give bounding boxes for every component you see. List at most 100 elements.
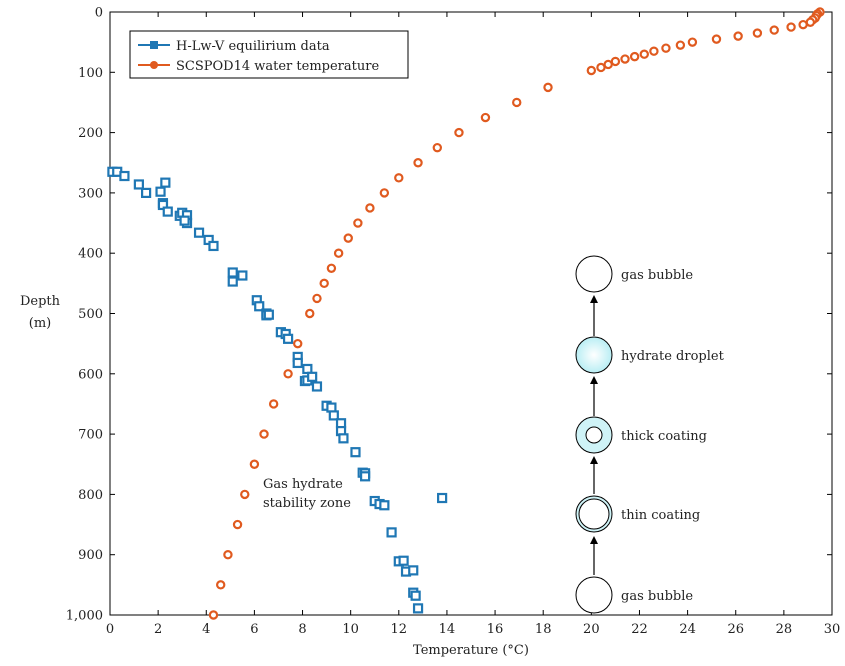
x-tick-label: 14 [439,622,456,637]
y-tick-label: 1,000 [66,609,103,624]
bubble-hydrate-droplet [575,336,613,374]
equilibrium-point [412,603,424,614]
equilibrium-point [155,186,166,197]
equilibrium-point [408,565,419,576]
water-temperature-point [312,293,322,304]
x-tick-label: 4 [202,622,210,637]
water-temperature-point [752,28,763,38]
arrow-head-1 [590,295,598,303]
water-temperature-point [733,31,743,41]
bubble-thick-coating-inner [585,426,603,444]
series-0 [107,166,448,614]
plot-frame [109,11,833,616]
equilibrium-point [263,309,274,320]
equilibrium-point [133,179,144,190]
equilibrium-point [437,492,448,504]
water-temperature-point [769,25,779,35]
equilibrium-point [398,555,409,566]
equilibrium-point [237,270,248,281]
equilibrium-point [141,187,152,198]
legend-marker-equilibrium [150,41,158,49]
equilibrium-point [254,301,265,312]
x-tick-label: 16 [487,622,504,637]
arrow-head-4 [590,536,598,544]
x-axis-ticks: 0 2 4 6 8 10 12 14 16 18 20 22 24 26 28 30 [106,12,840,637]
equilibrium-point [311,381,323,392]
equilibrium-point [292,357,303,369]
x-tick-label: 24 [679,622,696,637]
legend-label-equilibrium: H-Lw-V equilirium data [176,39,330,54]
water-temperature-point [620,54,630,64]
equilibrium-point [328,410,339,421]
arrow-head-3 [590,456,598,464]
y-tick-label: 200 [78,126,103,141]
x-tick-label: 26 [727,622,744,637]
water-temperature-point [216,580,226,590]
water-temperature-point [353,218,363,228]
label-gas-bubble-top: gas bubble [621,268,693,283]
equilibrium-point [227,267,238,278]
equilibrium-point [386,527,397,538]
y-tick-label: 300 [78,186,103,201]
water-temperature-point [711,34,722,44]
y-tick-label: 500 [78,307,103,322]
water-temperature-point [232,519,243,530]
equilibrium-point [227,276,238,287]
water-temperature-point [305,308,315,319]
equilibrium-point [338,433,349,444]
series-layer [107,7,825,620]
equilibrium-point [160,177,171,188]
y-tick-label: 400 [78,247,103,262]
water-temperature-point [675,40,686,50]
water-temperature-point [394,173,404,183]
water-temperature-point [480,112,491,123]
equilibrium-point [350,447,361,458]
equilibrium-point [282,333,294,344]
water-temperature-point [365,203,375,213]
equilibrium-point [162,206,173,217]
x-tick-label: 12 [391,622,408,637]
water-temperature-point [333,248,344,258]
y-tick-label: 900 [78,548,103,563]
x-tick-label: 6 [250,622,258,637]
y-tick-label: 800 [78,488,103,503]
y-tick-label: 100 [78,66,103,81]
water-temperature-point [240,489,250,500]
x-tick-label: 2 [154,622,162,637]
water-temperature-point [805,17,816,27]
x-tick-label: 18 [535,622,552,637]
water-temperature-point [413,158,423,168]
y-axis-title-line2: (m) [29,316,51,331]
y-axis-ticks: 0 100 200 300 400 500 600 700 800 900 1,000 [66,6,832,624]
x-tick-label: 20 [583,622,600,637]
x-tick-label: 30 [824,622,841,637]
series-1 [208,7,825,620]
water-temperature-point [223,550,233,560]
x-axis-title: Temperature (°C) [413,643,529,658]
water-temperature-point [586,65,597,76]
label-gas-bubble-bottom: gas bubble [621,589,693,604]
x-tick-label: 10 [342,622,359,637]
y-tick-label: 700 [78,428,103,443]
water-temperature-point [603,59,613,70]
x-tick-label: 8 [298,622,306,637]
water-temperature-point [639,49,649,59]
water-temperature-point [283,369,293,379]
water-temperature-point [512,97,522,108]
water-temperature-point [610,56,621,67]
water-temperature-point [293,338,303,349]
water-temperature-point [596,62,606,73]
x-tick-label: 22 [631,622,648,637]
equilibrium-point [360,471,371,482]
water-temperature-point [798,19,808,30]
stability-zone-label-line1: Gas hydrate [263,477,343,492]
equilibrium-point [193,227,205,238]
water-temperature-point [432,142,443,153]
label-hydrate-droplet: hydrate droplet [621,349,725,364]
equilibrium-point [208,240,219,252]
y-axis-title-line1: Depth [20,294,61,309]
water-temperature-point [319,278,329,289]
label-thin-coating: thin coating [621,508,700,523]
equilibrium-point [410,590,421,601]
